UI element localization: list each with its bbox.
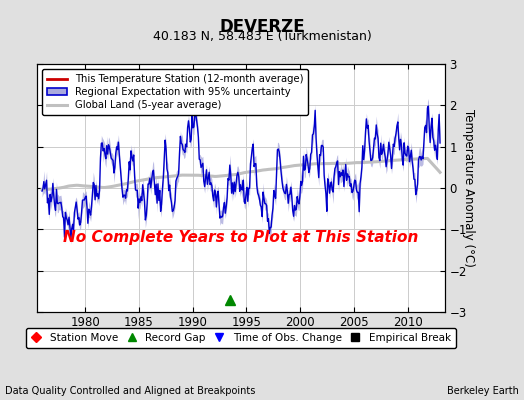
Text: 40.183 N, 58.483 E (Turkmenistan): 40.183 N, 58.483 E (Turkmenistan): [152, 30, 372, 43]
Legend: Station Move, Record Gap, Time of Obs. Change, Empirical Break: Station Move, Record Gap, Time of Obs. C…: [26, 328, 456, 348]
Text: Berkeley Earth: Berkeley Earth: [447, 386, 519, 396]
Text: Data Quality Controlled and Aligned at Breakpoints: Data Quality Controlled and Aligned at B…: [5, 386, 256, 396]
Text: No Complete Years to Plot at This Station: No Complete Years to Plot at This Statio…: [63, 230, 419, 245]
Legend: This Temperature Station (12-month average), Regional Expectation with 95% uncer: This Temperature Station (12-month avera…: [42, 69, 308, 115]
Y-axis label: Temperature Anomaly (°C): Temperature Anomaly (°C): [462, 109, 475, 267]
Text: DEVERZE: DEVERZE: [219, 18, 305, 36]
